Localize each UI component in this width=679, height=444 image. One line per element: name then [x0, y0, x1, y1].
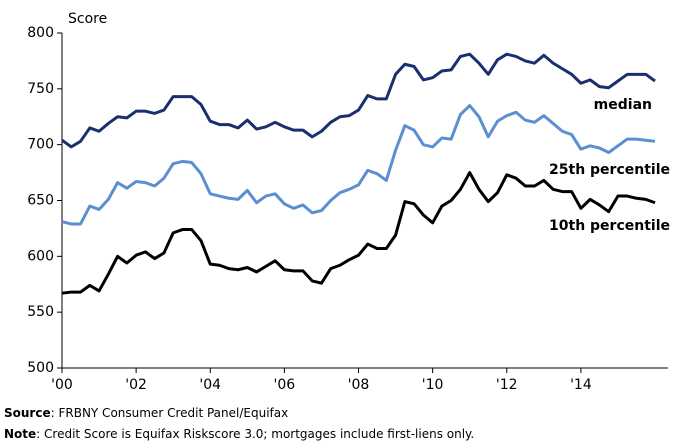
note-label: Note: [4, 427, 36, 441]
source-note: Source: FRBNY Consumer Credit Panel/Equi…: [4, 406, 288, 420]
y-tick-label: 700: [27, 137, 54, 153]
series-line: [61, 104, 656, 226]
x-tick-label: '02: [125, 377, 147, 393]
note-text: : Credit Score is Equifax Riskscore 3.0;…: [36, 427, 474, 441]
x-tick-label: '14: [570, 377, 592, 393]
series-line: [61, 171, 656, 295]
y-tick-label: 800: [27, 25, 54, 41]
series-label: median: [594, 97, 652, 113]
series-label: 10th percentile: [549, 218, 670, 234]
note-label: Source: [4, 406, 51, 420]
x-tick-label: '04: [199, 377, 221, 393]
x-tick-label: '08: [348, 377, 370, 393]
y-tick-label: 550: [27, 304, 54, 320]
x-tick-label: '06: [274, 377, 296, 393]
y-tick-label: 600: [27, 248, 54, 264]
y-tick-label: 650: [27, 193, 54, 209]
y-tick-label: 750: [27, 81, 54, 97]
series-line: [61, 52, 656, 149]
series-label: 25th percentile: [549, 162, 670, 178]
y-axis-label: Score: [68, 11, 107, 27]
x-tick-label: '10: [422, 377, 444, 393]
y-tick-label: 500: [27, 360, 54, 376]
x-tick-label: '00: [51, 377, 73, 393]
note: Note: Credit Score is Equifax Riskscore …: [4, 427, 474, 441]
x-tick-label: '12: [496, 377, 518, 393]
note-text: : FRBNY Consumer Credit Panel/Equifax: [51, 406, 289, 420]
